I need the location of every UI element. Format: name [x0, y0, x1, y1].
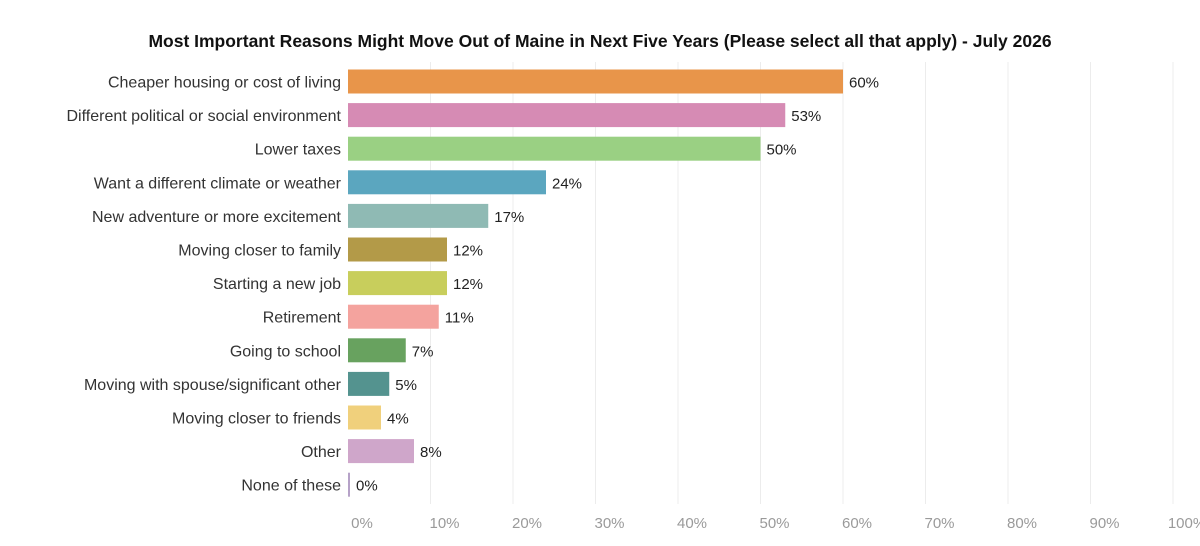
value-label: 7%	[412, 343, 434, 360]
value-label: 12%	[453, 276, 483, 293]
x-tick-label: 100%	[1168, 515, 1200, 532]
bars	[348, 69, 843, 497]
value-label: 24%	[552, 175, 582, 192]
value-label: 17%	[494, 209, 524, 226]
category-label: Moving closer to family	[178, 243, 341, 260]
category-label: Cheaper housing or cost of living	[108, 75, 341, 92]
value-label: 11%	[445, 310, 474, 327]
category-label: Lower taxes	[255, 142, 341, 159]
value-label: 50%	[767, 142, 797, 159]
category-label: New adventure or more excitement	[92, 209, 342, 226]
value-label: 60%	[849, 75, 879, 92]
value-label: 12%	[453, 243, 483, 260]
category-label: Other	[301, 444, 342, 461]
x-tick-label: 30%	[594, 515, 624, 532]
category-label: Want a different climate or weather	[94, 175, 342, 192]
bar-starting-a-new-job	[348, 271, 447, 296]
bar-moving-closer-to-family	[348, 237, 447, 262]
bar-new-adventure-or-more-excitement	[348, 203, 489, 228]
gridlines	[430, 62, 1174, 504]
x-tick-label: 10%	[429, 515, 459, 532]
x-tick-label: 60%	[842, 515, 872, 532]
bar-moving-closer-to-friends	[348, 405, 381, 430]
value-label: 53%	[791, 108, 821, 125]
category-label: Moving with spouse/significant other	[84, 377, 342, 394]
category-label: Starting a new job	[213, 276, 341, 293]
bar-different-political-or-social-environment	[348, 103, 786, 128]
category-label: Going to school	[230, 343, 341, 360]
category-label: Retirement	[263, 310, 342, 327]
category-labels: Cheaper housing or cost of living Differe…	[67, 75, 342, 495]
category-label: None of these	[241, 478, 341, 495]
bar-lower-taxes	[348, 136, 761, 161]
value-label: 0%	[356, 478, 378, 495]
x-tick-label: 0%	[351, 515, 373, 532]
bar-going-to-school	[348, 338, 406, 363]
value-label: 5%	[395, 377, 417, 394]
bar-other	[348, 439, 414, 464]
x-tick-label: 40%	[677, 515, 707, 532]
value-label: 8%	[420, 444, 442, 461]
x-axis-ticks: 0% 10% 20% 30% 40% 50% 60% 70% 80% 90% 100%	[351, 515, 1200, 532]
value-label: 4%	[387, 411, 409, 428]
bar-retirement	[348, 304, 439, 329]
x-tick-label: 20%	[512, 515, 542, 532]
bar-moving-with-spouse-significant-other	[348, 371, 390, 396]
x-tick-label: 50%	[759, 515, 789, 532]
x-tick-label: 90%	[1089, 515, 1119, 532]
category-label: Different political or social environmen…	[67, 108, 342, 125]
bar-want-a-different-climate-or-weather	[348, 170, 546, 195]
bar-cheaper-housing-or-cost-of-living	[348, 69, 843, 94]
x-tick-label: 80%	[1007, 515, 1037, 532]
bar-none-of-these	[348, 472, 350, 497]
x-tick-label: 70%	[924, 515, 954, 532]
value-labels: 60% 53% 50% 24% 17% 12% 12% 11% 7% 5% 4% 8% 0%	[356, 75, 879, 495]
category-label: Moving closer to friends	[172, 411, 341, 428]
chart-title: Most Important Reasons Might Move Out of…	[148, 31, 1052, 51]
